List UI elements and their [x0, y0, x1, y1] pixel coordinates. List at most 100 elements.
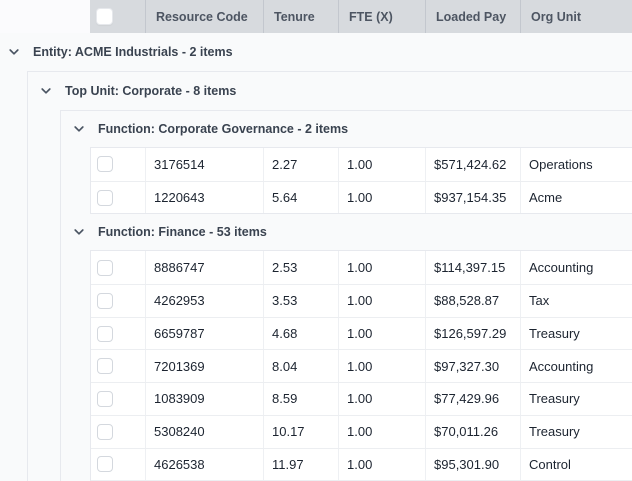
cell-org-unit: Treasury: [520, 383, 632, 415]
row-checkbox-cell: [91, 148, 145, 181]
cell-fte: 1.00: [338, 251, 425, 285]
table-header: Resource Code Tenure FTE (X) Loaded Pay …: [0, 0, 632, 33]
cell-loaded-pay: $571,424.62: [425, 148, 520, 181]
data-rows-panel: 8886747 2.53 1.00 $114,397.15 Accounting 4262…: [90, 250, 632, 481]
row-checkbox[interactable]: [97, 358, 113, 375]
column-header-fte[interactable]: FTE (X): [338, 0, 425, 33]
cell-tenure: 2.53: [263, 251, 338, 285]
cell-tenure: 2.27: [263, 148, 338, 181]
row-checkbox-cell: [91, 449, 145, 481]
cell-loaded-pay: $126,597.29: [425, 317, 520, 350]
chevron-down-icon[interactable]: [39, 84, 53, 98]
cell-loaded-pay: $97,327.30: [425, 350, 520, 383]
column-header-tenure[interactable]: Tenure: [263, 0, 338, 33]
cell-org-unit: Accounting: [520, 251, 632, 285]
row-checkbox[interactable]: [97, 292, 113, 309]
row-checkbox[interactable]: [97, 259, 113, 276]
cell-org-unit: Acme: [520, 181, 632, 214]
cell-resource-code: 6659787: [145, 317, 263, 350]
group-label-function: Function: Corporate Governance - 2 items: [98, 122, 349, 136]
cell-org-unit: Operations: [520, 148, 632, 181]
chevron-down-icon[interactable]: [72, 225, 86, 239]
cell-loaded-pay: $95,301.90: [425, 448, 520, 481]
row-checkbox[interactable]: [97, 456, 113, 473]
cell-fte: 1.00: [338, 317, 425, 350]
cell-fte: 1.00: [338, 148, 425, 181]
cell-fte: 1.00: [338, 181, 425, 214]
cell-resource-code: 4626538: [145, 448, 263, 481]
table-row: 7201369 8.04 1.00 $97,327.30 Accounting: [91, 349, 632, 383]
cell-org-unit: Treasury: [520, 317, 632, 350]
cell-org-unit: Control: [520, 448, 632, 481]
cell-tenure: 10.17: [263, 415, 338, 448]
cell-resource-code: 1083909: [145, 383, 263, 415]
table-row: 1220643 5.64 1.00 $937,154.35 Acme: [91, 180, 632, 214]
cell-resource-code: 4262953: [145, 285, 263, 317]
table-row: 5308240 10.17 1.00 $70,011.26 Treasury: [91, 414, 632, 448]
row-checkbox-cell: [91, 350, 145, 382]
cell-org-unit: Treasury: [520, 415, 632, 448]
chevron-down-icon[interactable]: [7, 45, 21, 59]
cell-resource-code: 5308240: [145, 415, 263, 448]
group-row-function[interactable]: Function: Finance - 53 items: [61, 214, 632, 250]
function-panel: Function: Corporate Governance - 2 items…: [60, 110, 632, 481]
row-checkbox-cell: [91, 182, 145, 214]
row-checkbox-cell: [91, 383, 145, 415]
data-rows-panel: 3176514 2.27 1.00 $571,424.62 Operations 1220…: [90, 147, 632, 215]
row-checkbox[interactable]: [97, 325, 113, 342]
cell-loaded-pay: $114,397.15: [425, 251, 520, 285]
group-row-entity[interactable]: Entity: ACME Industrials - 2 items: [0, 33, 632, 71]
top-unit-panel: Top Unit: Corporate - 8 items Function: C…: [27, 71, 632, 481]
row-checkbox-cell: [91, 251, 145, 284]
row-checkbox[interactable]: [97, 156, 113, 173]
cell-org-unit: Tax: [520, 285, 632, 317]
cell-tenure: 8.59: [263, 383, 338, 415]
table-row: 6659787 4.68 1.00 $126,597.29 Treasury: [91, 316, 632, 350]
cell-tenure: 8.04: [263, 350, 338, 383]
row-checkbox[interactable]: [97, 423, 113, 440]
cell-tenure: 3.53: [263, 285, 338, 317]
cell-tenure: 4.68: [263, 317, 338, 350]
column-header-org-unit[interactable]: Org Unit: [520, 0, 632, 33]
group-label-function: Function: Finance - 53 items: [98, 225, 267, 240]
column-header-resource-code[interactable]: Resource Code: [145, 0, 263, 33]
cell-resource-code: 3176514: [145, 148, 263, 181]
cell-loaded-pay: $77,429.96: [425, 383, 520, 415]
table-row: 4262953 3.53 1.00 $88,528.87 Tax: [91, 284, 632, 317]
cell-fte: 1.00: [338, 415, 425, 448]
cell-fte: 1.00: [338, 285, 425, 317]
table-row: 3176514 2.27 1.00 $571,424.62 Operations: [91, 148, 632, 181]
cell-fte: 1.00: [338, 448, 425, 481]
row-checkbox[interactable]: [97, 189, 113, 206]
cell-loaded-pay: $937,154.35: [425, 181, 520, 214]
group-label-entity: Entity: ACME Industrials - 2 items: [33, 45, 233, 59]
table-row: 4626538 11.97 1.00 $95,301.90 Control: [91, 447, 632, 481]
row-checkbox[interactable]: [97, 390, 113, 407]
cell-loaded-pay: $88,528.87: [425, 285, 520, 317]
cell-fte: 1.00: [338, 383, 425, 415]
table-row: 8886747 2.53 1.00 $114,397.15 Accounting: [91, 251, 632, 285]
table-row: 1083909 8.59 1.00 $77,429.96 Treasury: [91, 382, 632, 415]
cell-resource-code: 8886747: [145, 251, 263, 285]
cell-tenure: 11.97: [263, 448, 338, 481]
cell-fte: 1.00: [338, 350, 425, 383]
cell-loaded-pay: $70,011.26: [425, 415, 520, 448]
group-row-function[interactable]: Function: Corporate Governance - 2 items: [61, 111, 632, 147]
row-checkbox-cell: [91, 318, 145, 350]
header-columns: Resource Code Tenure FTE (X) Loaded Pay …: [90, 0, 632, 33]
row-checkbox-cell: [91, 416, 145, 448]
select-all-checkbox[interactable]: [96, 8, 113, 25]
header-left-gutter: [0, 0, 90, 33]
group-row-top-unit[interactable]: Top Unit: Corporate - 8 items: [28, 72, 632, 110]
group-label-top-unit: Top Unit: Corporate - 8 items: [65, 84, 237, 98]
select-all-cell: [90, 0, 145, 33]
row-checkbox-cell: [91, 285, 145, 317]
cell-org-unit: Accounting: [520, 350, 632, 383]
column-header-loaded-pay[interactable]: Loaded Pay: [425, 0, 520, 33]
cell-tenure: 5.64: [263, 181, 338, 214]
cell-resource-code: 1220643: [145, 181, 263, 214]
grid-body: Entity: ACME Industrials - 2 items Top Un…: [0, 33, 632, 481]
cell-resource-code: 7201369: [145, 350, 263, 383]
chevron-down-icon[interactable]: [72, 122, 86, 136]
